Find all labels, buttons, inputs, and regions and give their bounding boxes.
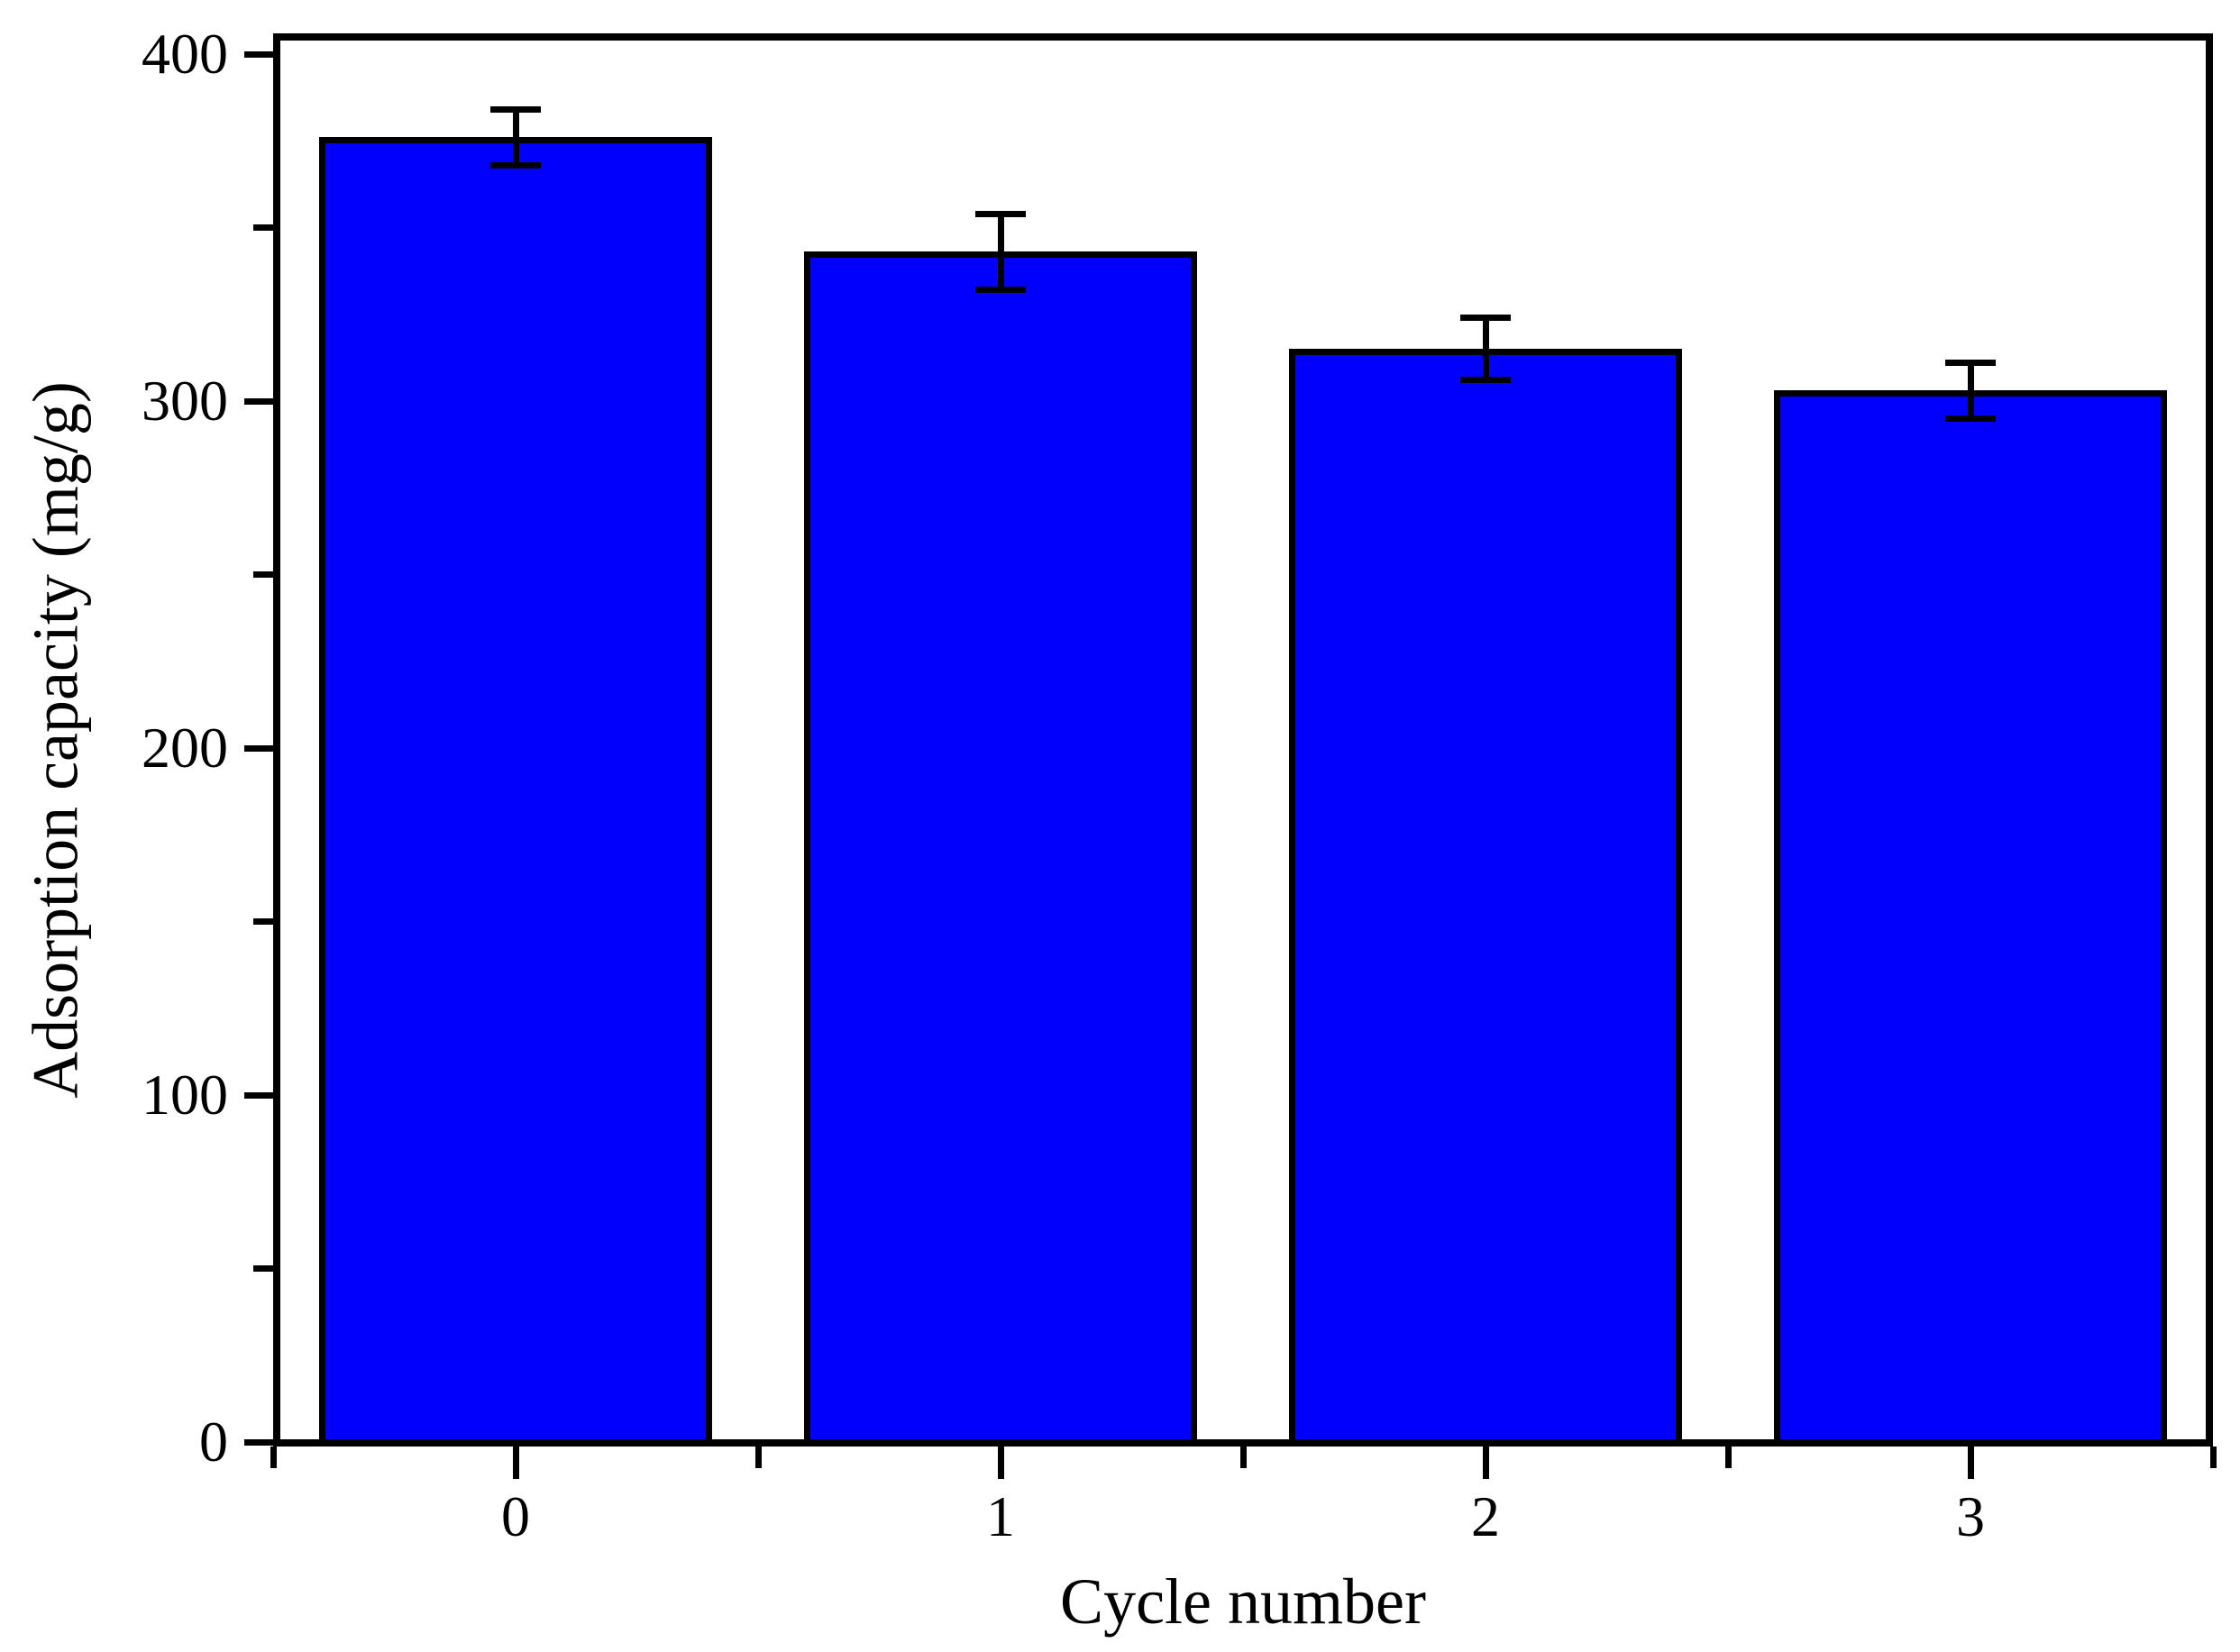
error-bar-cap-top-3 (1945, 360, 1996, 367)
bar-cycle-0 (319, 137, 712, 1446)
x-minor-tick-0 (270, 1447, 277, 1468)
bar-cycle-3 (1774, 390, 2167, 1446)
y-major-tick-100 (244, 1091, 273, 1099)
bar-cycle-2 (1289, 349, 1682, 1446)
y-minor-tick-50 (253, 1265, 273, 1272)
x-minor-tick-1 (754, 1447, 762, 1468)
y-tick-label-100: 100 (142, 1063, 228, 1127)
y-minor-tick-350 (253, 224, 273, 231)
error-bar-cap-bottom-2 (1460, 377, 1511, 384)
error-bar-cap-bottom-1 (975, 287, 1026, 294)
y-major-tick-0 (244, 1438, 273, 1446)
x-tick-label-3: 3 (1956, 1484, 1985, 1548)
y-major-tick-200 (244, 744, 273, 752)
error-bar-line-3 (1967, 362, 1974, 419)
x-tick-label-2: 2 (1471, 1484, 1500, 1548)
bar-cycle-1 (804, 251, 1197, 1446)
y-tick-label-200: 200 (142, 716, 228, 780)
y-major-tick-300 (244, 397, 273, 405)
y-tick-label-0: 0 (199, 1410, 228, 1474)
x-minor-tick-4 (2209, 1447, 2217, 1468)
error-bar-cap-bottom-3 (1945, 415, 1996, 422)
error-bar-cap-top-2 (1460, 315, 1511, 322)
error-bar-cap-top-1 (975, 210, 1026, 217)
x-minor-tick-2 (1239, 1447, 1247, 1468)
x-major-tick-2 (1482, 1447, 1489, 1479)
y-minor-tick-250 (253, 571, 273, 578)
y-minor-tick-150 (253, 918, 273, 925)
y-tick-label-400: 400 (142, 22, 228, 86)
error-bar-line-1 (997, 214, 1004, 290)
y-tick-label-300: 300 (142, 369, 228, 433)
x-minor-tick-3 (1724, 1447, 1732, 1468)
error-bar-line-0 (512, 109, 519, 166)
x-tick-label-1: 1 (986, 1484, 1015, 1548)
error-bar-line-2 (1482, 317, 1489, 380)
error-bar-cap-bottom-0 (490, 161, 541, 169)
y-major-tick-400 (244, 50, 273, 58)
x-major-tick-0 (512, 1447, 519, 1479)
x-tick-label-0: 0 (501, 1484, 530, 1548)
x-major-tick-3 (1967, 1447, 1974, 1479)
error-bar-cap-top-0 (490, 106, 541, 114)
x-major-tick-1 (997, 1447, 1004, 1479)
x-axis-title: Cycle number (1060, 1565, 1426, 1638)
